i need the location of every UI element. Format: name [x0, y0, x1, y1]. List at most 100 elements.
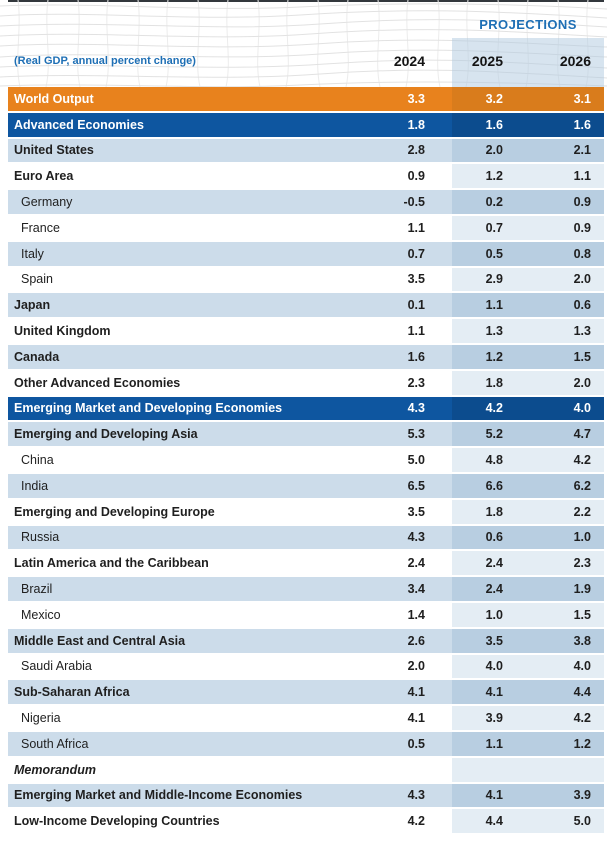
- table-row: Italy 0.7 0.5 0.8: [8, 241, 604, 266]
- row-label: Canada: [14, 349, 60, 364]
- value-2025: 1.0: [452, 602, 529, 627]
- table-row: Russia 4.3 0.6 1.0: [8, 525, 604, 550]
- row-label: Italy: [21, 246, 44, 261]
- row-label: Emerging Market and Middle-Income Econom…: [14, 788, 303, 803]
- table-row: Nigeria 4.1 3.9 4.2: [8, 706, 604, 730]
- value-2025: 2.0: [452, 138, 529, 163]
- value-2026: 0.9: [529, 215, 604, 240]
- value-2024: 1.1: [407, 324, 425, 339]
- value-2025: 1.3: [452, 319, 529, 343]
- value-2024: 4.2: [407, 814, 425, 829]
- value-2026: 4.0: [529, 654, 604, 679]
- value-2025: 3.5: [452, 628, 529, 653]
- value-2025: 4.1: [452, 783, 529, 808]
- value-2024: 2.4: [407, 556, 425, 571]
- value-2025: 1.1: [452, 293, 529, 318]
- row-label: United Kingdom: [14, 324, 111, 339]
- value-2024: 4.3: [407, 788, 425, 803]
- row-label: France: [21, 220, 60, 235]
- value-2026: 4.2: [529, 448, 604, 472]
- row-label: Saudi Arabia: [21, 659, 92, 674]
- table-row: Germany -0.5 0.2 0.9: [8, 190, 604, 214]
- table-row: Emerging and Developing Europe 3.5 1.8 2…: [8, 499, 604, 524]
- value-2025: 0.5: [452, 241, 529, 266]
- value-2024: 3.5: [407, 504, 425, 519]
- value-2026: 0.6: [529, 293, 604, 318]
- row-label: Japan: [14, 298, 51, 313]
- year-header-2026: 2026: [559, 53, 591, 69]
- table-row: Advanced Economies 1.8 1.6 1.6: [8, 112, 604, 137]
- value-2025: 2.4: [452, 551, 529, 576]
- value-2025: 3.9: [452, 706, 529, 730]
- value-2026: 1.5: [529, 344, 604, 369]
- row-label: Euro Area: [14, 169, 74, 184]
- value-2026: 2.0: [529, 370, 604, 395]
- value-2026: 3.1: [529, 87, 604, 111]
- value-2026: 4.7: [529, 422, 604, 447]
- row-label: Memorandum: [14, 762, 96, 777]
- value-2024: 3.5: [407, 272, 425, 287]
- value-2024: 5.3: [407, 427, 425, 442]
- row-label: South Africa: [21, 736, 89, 751]
- value-2026: 1.6: [529, 112, 604, 137]
- value-2025: 0.2: [452, 190, 529, 214]
- row-label: Emerging and Developing Europe: [14, 504, 215, 519]
- value-2025: [452, 757, 529, 782]
- value-2026: 1.3: [529, 319, 604, 343]
- table-subtitle-note: (Real GDP, annual percent change): [14, 55, 196, 67]
- value-2026: 1.1: [529, 164, 604, 189]
- value-2024: 2.8: [407, 143, 425, 158]
- value-2024: 6.5: [407, 478, 425, 493]
- table-row: India 6.5 6.6 6.2: [8, 473, 604, 498]
- year-header-2025: 2025: [471, 53, 503, 69]
- value-2026: 2.0: [529, 267, 604, 292]
- row-label: World Output: [14, 91, 94, 106]
- year-header-2024: 2024: [393, 53, 425, 69]
- value-2024: 1.8: [407, 117, 425, 132]
- value-2025: 1.8: [452, 499, 529, 524]
- value-2024: 2.0: [407, 659, 425, 674]
- table-row: Middle East and Central Asia 2.6 3.5 3.8: [8, 628, 604, 653]
- row-label: Nigeria: [21, 711, 61, 726]
- row-label: Brazil: [21, 582, 53, 597]
- table-row: Other Advanced Economies 2.3 1.8 2.0: [8, 370, 604, 395]
- table-row: United States 2.8 2.0 2.1: [8, 138, 604, 163]
- value-2026: 2.1: [529, 138, 604, 163]
- row-label: Latin America and the Caribbean: [14, 556, 209, 571]
- value-2024: 3.4: [407, 582, 425, 597]
- value-2025: 1.8: [452, 370, 529, 395]
- value-2026: 3.9: [529, 783, 604, 808]
- value-2024: 4.3: [407, 401, 425, 416]
- row-label: India: [21, 478, 49, 493]
- row-label: Emerging and Developing Asia: [14, 427, 198, 442]
- projections-column-highlight: [452, 38, 604, 87]
- table-row: France 1.1 0.7 0.9: [8, 215, 604, 240]
- row-label: China: [21, 453, 54, 468]
- value-2025: 3.2: [452, 87, 529, 111]
- table-row: Emerging and Developing Asia 5.3 5.2 4.7: [8, 422, 604, 447]
- value-2024: 4.3: [407, 530, 425, 545]
- value-2025: 1.2: [452, 344, 529, 369]
- value-2026: 1.5: [529, 602, 604, 627]
- value-2024: 0.5: [407, 736, 425, 751]
- table-row: World Output 3.3 3.2 3.1: [8, 87, 604, 111]
- value-2026: 4.4: [529, 680, 604, 705]
- table-row: Emerging Market and Developing Economies…: [8, 396, 604, 421]
- table-row: Low-Income Developing Countries 4.2 4.4 …: [8, 809, 604, 834]
- row-label: United States: [14, 143, 94, 158]
- value-2024: 4.1: [407, 711, 425, 726]
- table-row: Euro Area 0.9 1.2 1.1: [8, 164, 604, 189]
- table-row: Brazil 3.4 2.4 1.9: [8, 577, 604, 601]
- row-label: Low-Income Developing Countries: [14, 814, 220, 829]
- value-2026: 4.2: [529, 706, 604, 730]
- value-2026: 3.8: [529, 628, 604, 653]
- value-2024: 1.4: [407, 607, 425, 622]
- value-2024: 0.7: [407, 246, 425, 261]
- value-2024: 2.3: [407, 375, 425, 390]
- row-label: Germany: [21, 195, 73, 210]
- value-2025: 4.8: [452, 448, 529, 472]
- value-2026: 2.3: [529, 551, 604, 576]
- value-2024: 1.6: [407, 349, 425, 364]
- row-label: Sub-Saharan Africa: [14, 685, 130, 700]
- projections-header-label: PROJECTIONS: [479, 17, 577, 32]
